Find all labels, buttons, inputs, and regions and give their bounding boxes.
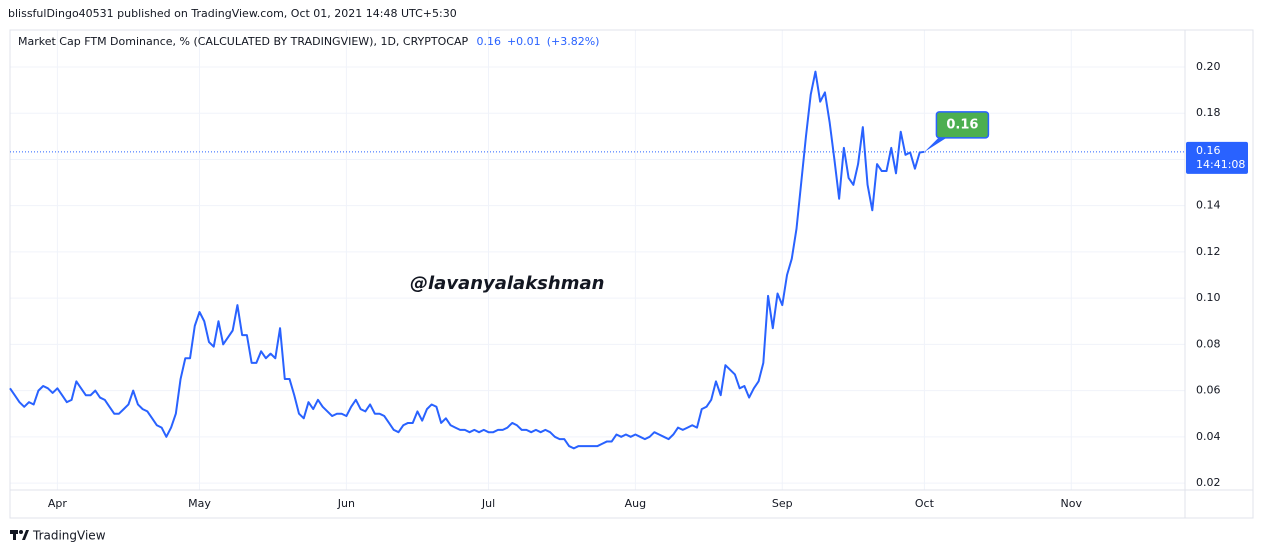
callout-pointer	[924, 137, 947, 152]
x-tick-label: Apr	[48, 497, 68, 510]
footer: TradingView	[32, 529, 106, 543]
legend-change-pct: (+3.82%)	[547, 35, 600, 48]
y-tick-label: 0.08	[1196, 337, 1221, 350]
grid	[10, 30, 1185, 490]
x-tick-label: Jul	[481, 497, 495, 510]
y-tick-label: 0.10	[1196, 291, 1221, 304]
price-badge-time: 14:41:08	[1196, 158, 1245, 171]
legend-value: 0.16	[476, 35, 501, 48]
y-tick-label: 0.20	[1196, 60, 1221, 73]
watermark: @lavanyalakshman	[410, 273, 604, 294]
x-tick-label: Jun	[337, 497, 355, 510]
x-tick-label: Oct	[915, 497, 935, 510]
legend-title: Market Cap FTM Dominance, % (CALCULATED …	[18, 35, 468, 48]
y-tick-label: 0.02	[1196, 476, 1221, 489]
y-tick-label: 0.14	[1196, 199, 1221, 212]
header: blissfulDingo40531 published on TradingV…	[8, 7, 457, 20]
x-tick-label: Nov	[1061, 497, 1083, 510]
chart-frame	[9, 29, 1254, 519]
y-tick-label: 0.12	[1196, 245, 1221, 258]
x-tick-label: Sep	[772, 497, 793, 510]
y-tick-label: 0.06	[1196, 384, 1221, 397]
callout-label: 0.16	[946, 117, 978, 132]
y-tick-label: 0.18	[1196, 106, 1221, 119]
legend-change: +0.01	[507, 35, 541, 48]
y-tick-label: 0.04	[1196, 430, 1221, 443]
x-tick-label: May	[188, 497, 211, 510]
tv-logo	[10, 530, 29, 540]
price-badge	[1186, 141, 1248, 174]
x-tick-label: Aug	[625, 497, 646, 510]
callout	[935, 111, 990, 139]
line-series	[9, 70, 925, 450]
price-badge-value: 0.16	[1196, 144, 1221, 157]
